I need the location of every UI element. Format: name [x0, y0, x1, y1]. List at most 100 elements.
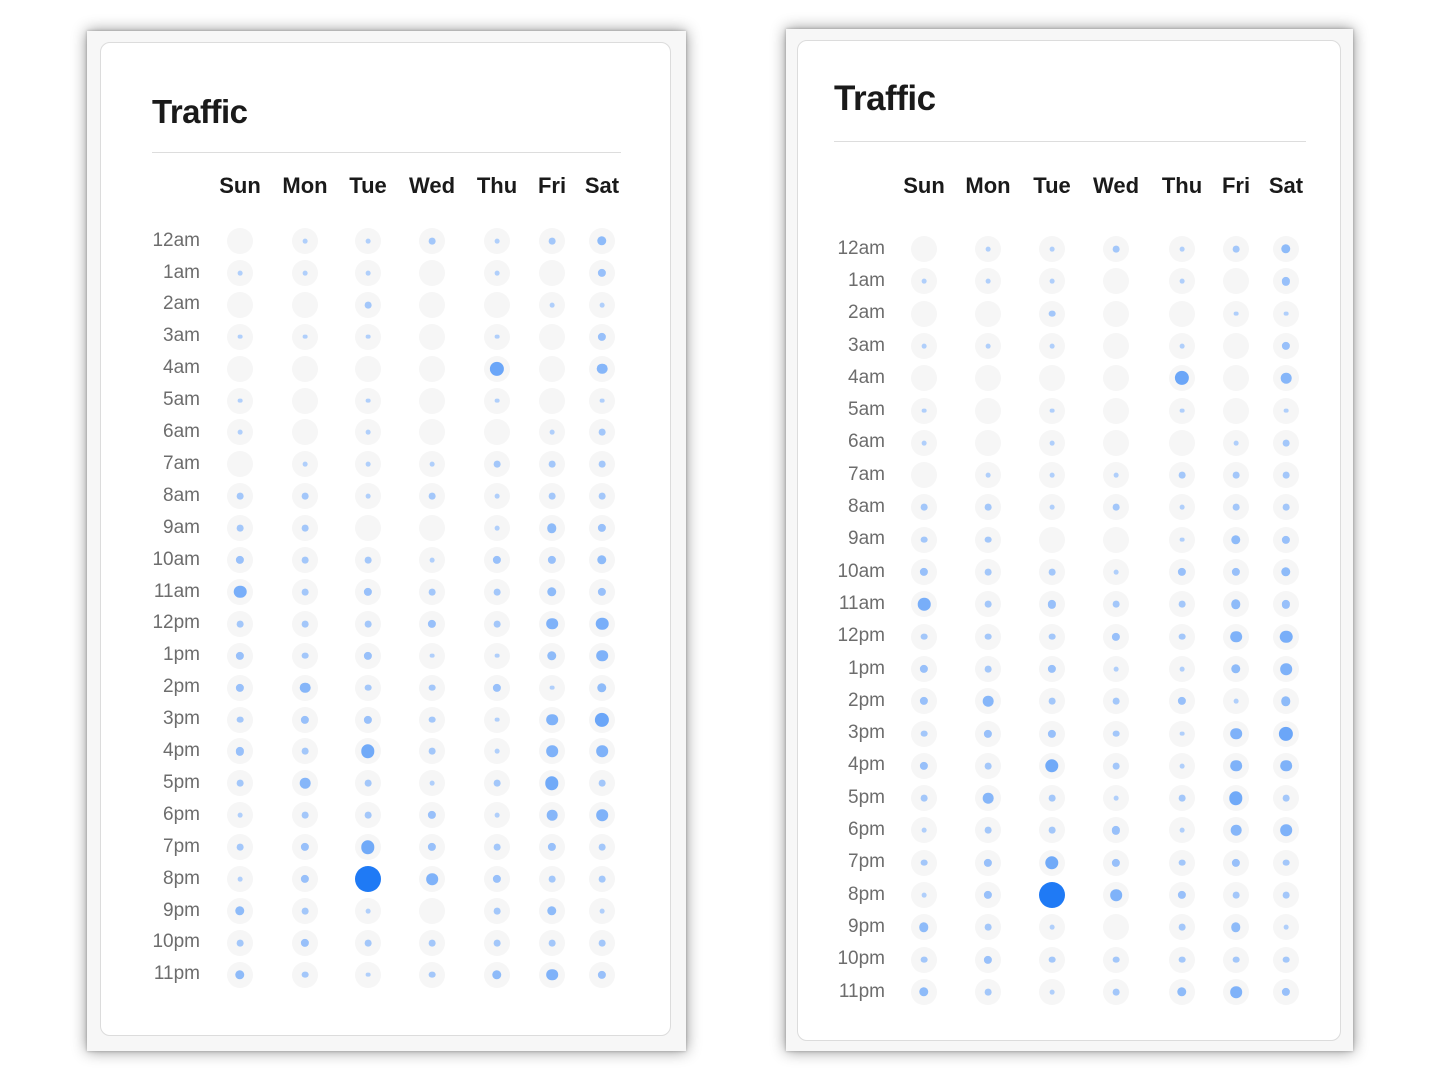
- heatmap-dot: [494, 749, 500, 754]
- heatmap-dot: [983, 729, 993, 738]
- heatmap-dot: [546, 809, 558, 821]
- heatmap-cell: [355, 515, 381, 542]
- heatmap-dot: [1178, 600, 1186, 608]
- heatmap-dot: [1048, 697, 1056, 705]
- heatmap-dot: [494, 238, 500, 244]
- heatmap-dot: [1281, 696, 1291, 706]
- heatmap-dot: [493, 620, 501, 628]
- heatmap-dot: [1049, 924, 1055, 930]
- heatmap-cell: [227, 355, 253, 382]
- heatmap-dot: [428, 939, 436, 947]
- heatmap-cell: [419, 515, 445, 542]
- heatmap-dot: [985, 278, 991, 284]
- heatmap-dot: [1113, 666, 1119, 672]
- heatmap-dot: [365, 398, 371, 403]
- heatmap-dot: [1048, 633, 1056, 640]
- heatmap-dot: [1179, 246, 1185, 252]
- hour-label-3am: 3am: [848, 334, 885, 356]
- heatmap-dot: [1230, 986, 1242, 998]
- hour-label-9pm: 9pm: [848, 915, 885, 937]
- heatmap-dot: [1231, 858, 1241, 867]
- heatmap-dot: [598, 939, 606, 947]
- heatmap-cell: [911, 365, 937, 392]
- hour-label-5am: 5am: [848, 399, 885, 421]
- heatmap-dot: [493, 843, 501, 851]
- heatmap-dot: [1112, 245, 1120, 253]
- heatmap-dot: [494, 334, 500, 340]
- heatmap-dot: [547, 587, 557, 597]
- heatmap-dot: [429, 557, 435, 563]
- heatmap-dot: [365, 493, 371, 499]
- heatmap-dot: [237, 334, 243, 340]
- heatmap-cell: [1103, 914, 1129, 941]
- heatmap-dot: [494, 493, 500, 499]
- heatmap-dot: [920, 504, 928, 511]
- heatmap-dot: [1048, 956, 1056, 963]
- heatmap-dot: [1048, 794, 1056, 802]
- heatmap-cell: [975, 397, 1001, 424]
- heatmap-dot: [365, 238, 371, 244]
- heatmap-dot: [494, 270, 500, 276]
- heatmap-dot: [1281, 244, 1291, 254]
- heatmap-dot: [1281, 277, 1291, 286]
- heatmap-cell: [1223, 332, 1249, 359]
- heatmap-dot: [1112, 697, 1120, 705]
- hour-label-1pm: 1pm: [848, 657, 885, 679]
- heatmap-dot: [982, 792, 994, 804]
- heatmap-dot: [594, 712, 610, 727]
- heatmap-cell: [1223, 268, 1249, 295]
- heatmap-dot: [985, 246, 991, 252]
- heatmap-cell: [539, 323, 565, 350]
- heatmap-dot: [235, 969, 245, 980]
- heatmap-dot: [1047, 729, 1057, 738]
- heatmap-cell: [1103, 365, 1129, 392]
- heatmap-cell: [1169, 300, 1195, 327]
- heatmap-dot: [1281, 535, 1291, 544]
- heatmap-dot: [599, 302, 605, 308]
- heatmap-dot: [599, 908, 605, 914]
- heatmap-dot: [1049, 278, 1055, 284]
- heatmap-dot: [984, 988, 992, 996]
- heatmap-dot: [300, 938, 310, 947]
- heatmap-dot: [547, 906, 557, 916]
- heatmap-dot: [919, 922, 929, 933]
- heatmap-dot: [596, 649, 608, 662]
- heatmap-dot: [921, 892, 927, 898]
- heatmap-dot: [355, 866, 381, 892]
- heatmap-dot: [548, 237, 556, 245]
- heatmap-dot: [1281, 600, 1291, 609]
- heatmap-dot: [493, 460, 501, 468]
- heatmap-dot: [428, 748, 436, 755]
- heatmap-dot: [235, 683, 245, 692]
- hour-label-8am: 8am: [848, 496, 885, 517]
- heatmap-dot: [920, 633, 928, 640]
- heatmap-dot: [236, 779, 244, 787]
- heatmap-dot: [920, 794, 928, 802]
- heatmap-dot: [547, 555, 557, 565]
- heatmap-dot: [1111, 826, 1121, 835]
- heatmap-dot: [983, 858, 993, 867]
- heatmap-cell: [975, 365, 1001, 392]
- heatmap-dot: [984, 600, 992, 608]
- hour-label-5pm: 5pm: [163, 771, 200, 793]
- hour-label-9am: 9am: [163, 516, 200, 538]
- hour-label-3pm: 3pm: [848, 722, 885, 744]
- heatmap-dot: [1231, 664, 1241, 674]
- heatmap-dot: [365, 908, 371, 914]
- heatmap-dot: [597, 332, 607, 341]
- heatmap-dot: [492, 969, 502, 980]
- heatmap-cell: [419, 259, 445, 286]
- heatmap-dot: [1231, 567, 1241, 577]
- heatmap-dot: [548, 939, 556, 947]
- heatmap-dot: [235, 555, 245, 565]
- heatmap-cell: [539, 259, 565, 286]
- heatmap-dot: [597, 236, 607, 246]
- heatmap-dot: [1049, 408, 1055, 413]
- heatmap-dot: [301, 748, 309, 755]
- heatmap-cell: [227, 228, 253, 254]
- heatmap-dot: [1230, 630, 1242, 643]
- heatmap-dot: [301, 588, 309, 596]
- heatmap-dot: [595, 617, 609, 631]
- heatmap-dot: [921, 278, 927, 284]
- heatmap-dot: [1230, 727, 1242, 740]
